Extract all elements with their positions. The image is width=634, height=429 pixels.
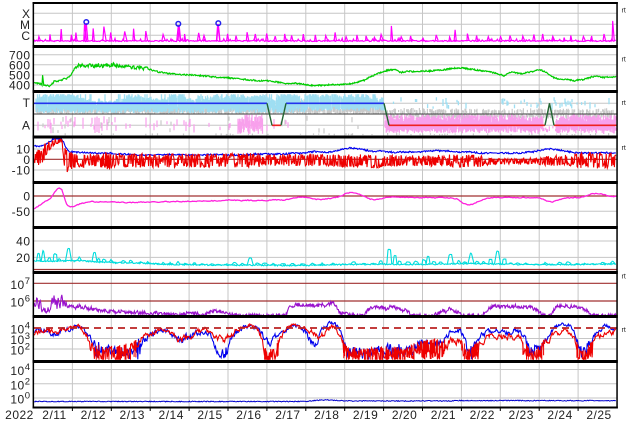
svg-text:M: M xyxy=(20,18,31,32)
svg-text:500: 500 xyxy=(9,69,31,83)
svg-text:rt: rt xyxy=(622,100,626,107)
svg-text:2/17: 2/17 xyxy=(275,408,300,422)
svg-text:A: A xyxy=(22,119,31,133)
svg-text:0: 0 xyxy=(23,153,30,167)
svg-text:2/25: 2/25 xyxy=(586,408,611,422)
svg-text:rt: rt xyxy=(622,145,626,152)
svg-text:2/23: 2/23 xyxy=(509,408,534,422)
svg-text:400: 400 xyxy=(9,79,31,93)
svg-text:2/21: 2/21 xyxy=(431,408,456,422)
svg-text:2/19: 2/19 xyxy=(353,408,378,422)
svg-text:2/22: 2/22 xyxy=(470,408,495,422)
svg-text:40: 40 xyxy=(16,235,30,249)
svg-text:20: 20 xyxy=(16,251,30,265)
svg-text:2/24: 2/24 xyxy=(547,408,572,422)
svg-text:C: C xyxy=(21,29,30,43)
svg-text:-10: -10 xyxy=(12,164,31,178)
svg-text:2/14: 2/14 xyxy=(159,408,184,422)
svg-text:2/20: 2/20 xyxy=(392,408,417,422)
svg-text:rt: rt xyxy=(622,57,626,64)
svg-text:-50: -50 xyxy=(12,205,31,219)
svg-text:2/18: 2/18 xyxy=(314,408,339,422)
svg-text:2/15: 2/15 xyxy=(197,408,222,422)
svg-text:0: 0 xyxy=(23,190,30,204)
svg-text:600: 600 xyxy=(9,58,31,72)
svg-text:rt: rt xyxy=(622,327,626,334)
svg-text:700: 700 xyxy=(9,48,31,62)
svg-text:rt: rt xyxy=(622,274,626,281)
svg-text:rt: rt xyxy=(622,8,626,15)
svg-text:10: 10 xyxy=(16,143,30,157)
svg-text:T: T xyxy=(23,96,31,110)
svg-text:2/16: 2/16 xyxy=(236,408,261,422)
svg-text:2/12: 2/12 xyxy=(81,408,106,422)
svg-text:2/13: 2/13 xyxy=(120,408,145,422)
svg-text:2/11: 2/11 xyxy=(42,408,66,422)
svg-text:X: X xyxy=(22,7,31,21)
svg-text:2022: 2022 xyxy=(5,408,34,422)
